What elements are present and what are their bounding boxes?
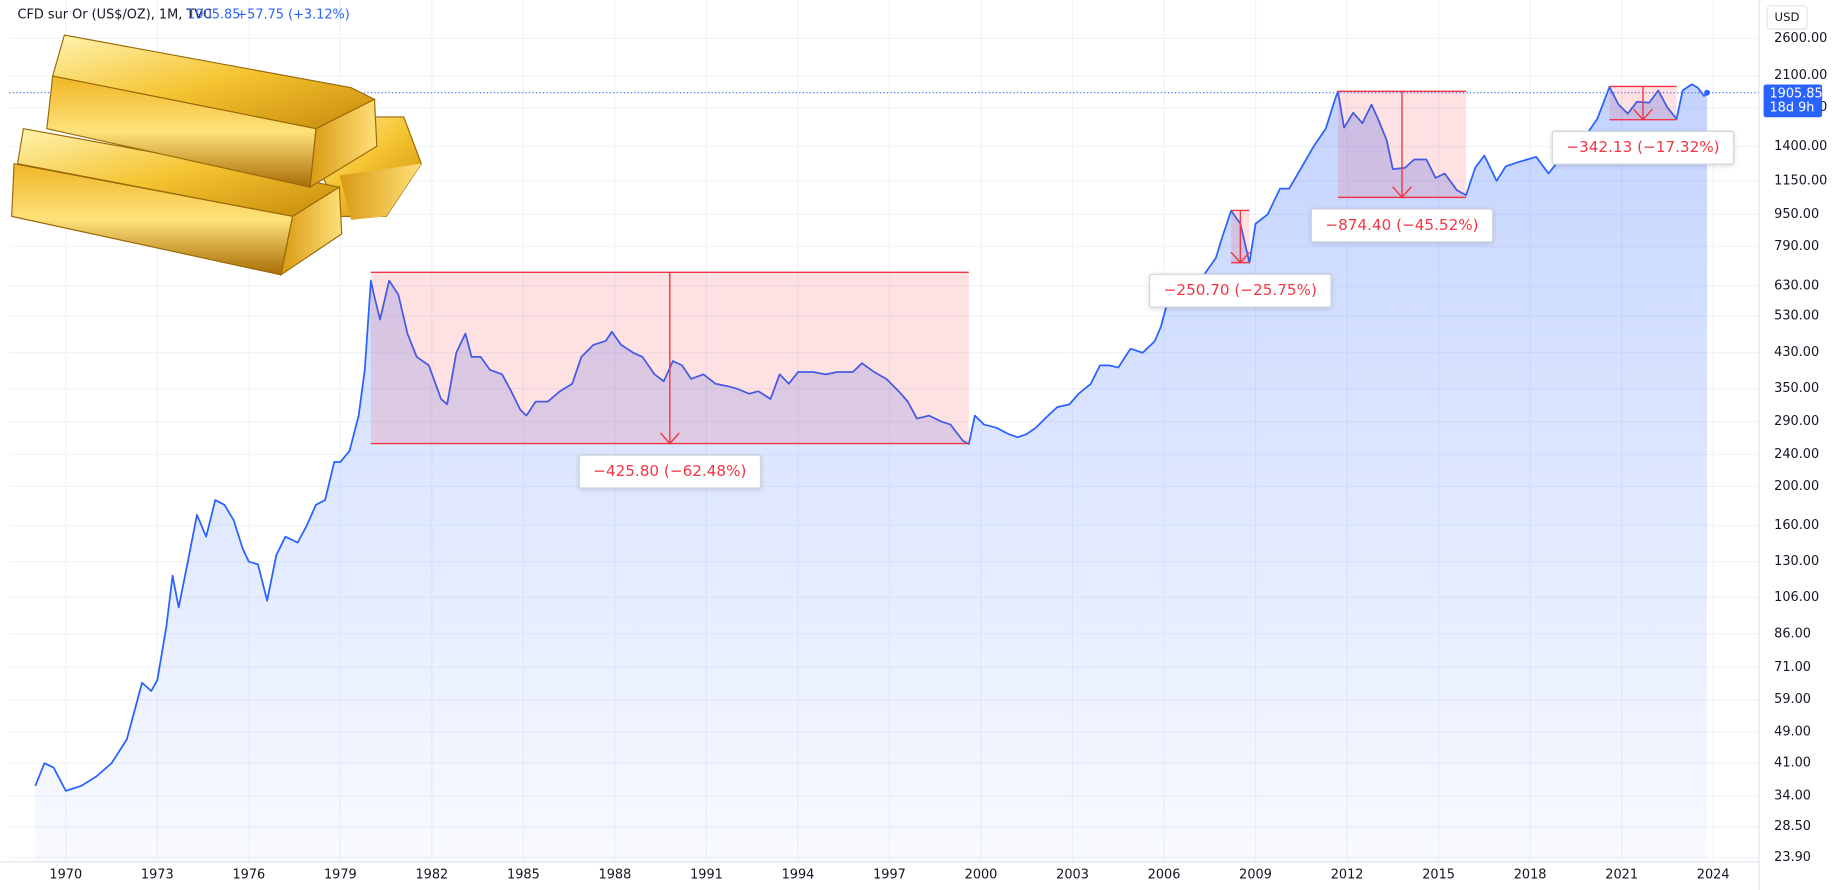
x-tick-label: 2003 — [1056, 867, 1089, 882]
measure-label-box — [578, 454, 762, 489]
measure-label: −342.13 (−17.32%) — [1566, 138, 1719, 156]
y-tick-label: 2100.00 — [1774, 68, 1827, 83]
y-tick-label: 59.00 — [1774, 692, 1811, 707]
y-tick-label: 160.00 — [1774, 518, 1819, 533]
x-tick-label: 1970 — [49, 867, 82, 882]
y-tick-label: 2600.00 — [1774, 31, 1827, 46]
x-tick-label: 1991 — [690, 867, 723, 882]
y-tick-label: 106.00 — [1774, 590, 1819, 605]
currency: USD — [1775, 10, 1800, 24]
y-tick-label: 23.90 — [1774, 850, 1811, 865]
y-tick-label: 630.00 — [1774, 279, 1819, 294]
x-tick-label: 1994 — [782, 867, 815, 882]
x-tick-label: 1985 — [507, 867, 540, 882]
measure-label-box — [1149, 273, 1332, 308]
last-price-tag — [1763, 84, 1823, 118]
y-tick-label: 71.00 — [1774, 660, 1811, 675]
chart-title: CFD sur Or (US$/OZ), 1M, TVC — [18, 8, 212, 23]
annotations: −425.80 (−62.48%) −250.70 (−25.75%) −874.4… — [370, 85, 1735, 489]
x-tick-label: 2024 — [1697, 867, 1730, 882]
x-tick-label: 1982 — [416, 867, 449, 882]
measure-label: −874.40 (−45.52%) — [1325, 216, 1478, 234]
measure-arrow-head — [1230, 251, 1251, 264]
x-tick-label: 1979 — [324, 867, 357, 882]
x-tick-label: 2012 — [1331, 867, 1364, 882]
measure-label-box — [1551, 130, 1735, 165]
measure-arrow-head — [1392, 186, 1412, 199]
last-price-tag-label: 1905.85 — [1769, 86, 1822, 101]
y-tick-label: 240.00 — [1774, 447, 1819, 462]
y-tick-label: 130.00 — [1774, 554, 1819, 569]
y-tick-label: 1400.00 — [1774, 139, 1827, 154]
x-tick-label: 2000 — [965, 867, 998, 882]
measure-label: −250.70 (−25.75%) — [1164, 281, 1317, 299]
x-tick-label: 1976 — [232, 867, 265, 882]
x-tick-label: 1988 — [599, 867, 632, 882]
y-tick-label: 28.50 — [1774, 819, 1811, 834]
y-tick-label: 34.00 — [1774, 788, 1811, 803]
y-tick-label: 530.00 — [1774, 309, 1819, 324]
x-tick-label: 1973 — [141, 867, 174, 882]
measure-label: −425.80 (−62.48%) — [593, 462, 746, 480]
measure-arrow-head — [1633, 108, 1653, 121]
currency-box[interactable] — [1766, 5, 1808, 30]
y-tick-label: 200.00 — [1774, 479, 1819, 494]
x-tick-label: 2006 — [1148, 867, 1181, 882]
y-tick-label: 790.00 — [1774, 239, 1819, 254]
y-tick-label: 49.00 — [1774, 725, 1811, 740]
countdown-label: 18d 9h — [1769, 100, 1814, 115]
y-tick-label: 350.00 — [1774, 381, 1819, 396]
y-tick-label: 86.00 — [1774, 626, 1811, 641]
x-tick-label: 2021 — [1605, 867, 1638, 882]
price-line — [34, 83, 1708, 792]
x-tick-label: 2009 — [1239, 867, 1272, 882]
measure-label-box — [1310, 208, 1494, 243]
last-point — [1704, 89, 1710, 96]
y-tick-label: 950.00 — [1774, 207, 1819, 222]
price-change: +57.75 (+3.12%) — [236, 8, 349, 23]
y-tick-label: 290.00 — [1774, 414, 1819, 429]
x-tick-label: 1997 — [873, 867, 906, 882]
x-tick-label: 2015 — [1422, 867, 1455, 882]
last-price: 1905.85 — [187, 8, 240, 23]
y-tick-label: 41.00 — [1774, 756, 1811, 771]
y-tick-label: 430.00 — [1774, 345, 1819, 360]
measure-arrow-head — [659, 432, 680, 445]
y-tick-label: 1150.00 — [1774, 173, 1827, 188]
gold-bars-illustration — [11, 34, 422, 277]
x-tick-label: 2018 — [1514, 867, 1547, 882]
